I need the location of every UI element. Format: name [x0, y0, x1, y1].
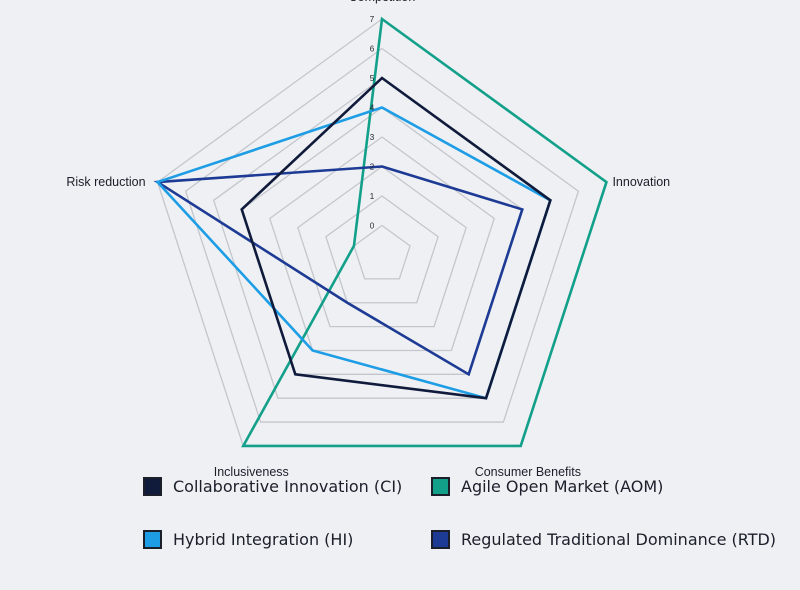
legend-swatch	[431, 530, 450, 549]
grid-ring-2	[297, 165, 467, 328]
axis-label-consumer-benefits: Consumer Benefits	[475, 465, 581, 479]
tick-label-1: 1	[370, 192, 375, 201]
axis-label-inclusiveness: Inclusiveness	[214, 465, 289, 479]
grid-ring-0	[353, 224, 411, 280]
legend-item: Hybrid Integration (HI)	[143, 530, 353, 549]
axis-label-innovation: Innovation	[612, 175, 670, 189]
tick-label-4: 4	[370, 104, 375, 113]
legend-label: Agile Open Market (AOM)	[461, 477, 664, 496]
series-regulated-traditional-dominance-rtd	[153, 165, 524, 377]
tick-label-0: 0	[370, 222, 375, 231]
radar-series	[153, 16, 608, 448]
legend-swatch	[143, 477, 162, 496]
grid-ring-1	[325, 195, 439, 304]
series-agile-open-market-aom	[241, 16, 608, 448]
legend-item: Collaborative Innovation (CI)	[143, 477, 402, 496]
series-collaborative-innovation-ci	[240, 76, 552, 400]
legend-label: Hybrid Integration (HI)	[173, 530, 354, 549]
legend-swatch	[143, 530, 162, 549]
legend-swatch	[431, 477, 450, 496]
axis-label-competition: Competition	[349, 0, 416, 4]
grid-ring-3	[269, 136, 495, 352]
tick-label-3: 3	[370, 133, 375, 142]
legend-item: Agile Open Market (AOM)	[431, 477, 663, 496]
grid-ring-4	[240, 106, 524, 375]
grid-ring-6	[184, 47, 580, 423]
tick-label-5: 5	[370, 74, 375, 83]
series-hybrid-integration-hi	[155, 106, 552, 400]
tick-label-6: 6	[370, 45, 375, 54]
legend-label: Collaborative Innovation (CI)	[173, 477, 403, 496]
axis-labels: Competition Innovation Consumer Benefits In…	[66, 0, 670, 479]
legend-label: Regulated Traditional Dominance (RTD)	[461, 530, 777, 549]
tick-label-7: 7	[370, 15, 375, 24]
legend-item: Regulated Traditional Dominance (RTD)	[431, 530, 776, 549]
tick-label-2: 2	[370, 163, 375, 172]
radial-tick-labels: 0 1 2 3 4 5 6 7	[370, 15, 375, 231]
axis-label-risk-reduction: Risk reduction	[66, 175, 145, 189]
